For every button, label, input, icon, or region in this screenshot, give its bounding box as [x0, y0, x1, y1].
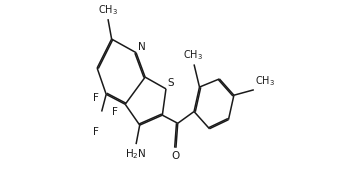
Text: S: S [167, 78, 174, 88]
Text: H$_2$N: H$_2$N [125, 147, 147, 161]
Text: F: F [112, 107, 118, 117]
Text: F: F [93, 127, 99, 137]
Text: N: N [137, 42, 145, 52]
Text: CH$_3$: CH$_3$ [183, 48, 203, 62]
Text: CH$_3$: CH$_3$ [98, 4, 118, 17]
Text: CH$_3$: CH$_3$ [255, 74, 275, 88]
Text: O: O [172, 151, 180, 161]
Text: F: F [93, 93, 99, 103]
